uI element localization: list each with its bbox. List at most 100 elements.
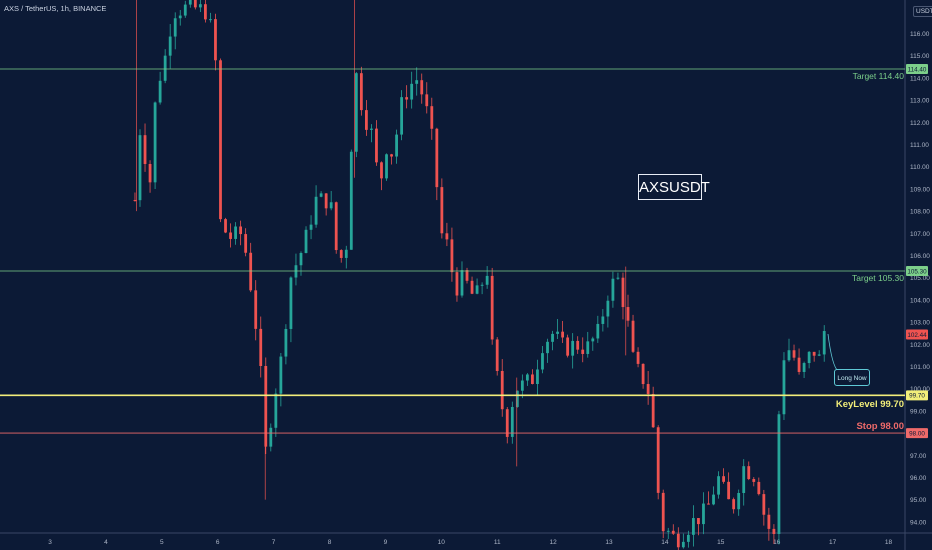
- candle-body: [777, 414, 781, 534]
- symbol-header: AXS / TetherUS, 1h, BINANCE: [4, 4, 107, 13]
- candle-body: [480, 284, 484, 286]
- y-tick-label: 101.00: [910, 364, 930, 371]
- candle-body: [747, 466, 751, 480]
- price-tag-text: 99.70: [909, 393, 925, 400]
- x-tick-label: 15: [717, 539, 725, 546]
- candle-body: [143, 135, 147, 165]
- candle-body: [219, 60, 222, 220]
- candle-body: [259, 328, 263, 367]
- x-tick-label: 13: [605, 539, 613, 546]
- x-tick-label: 7: [272, 539, 276, 546]
- candle-body: [495, 339, 499, 371]
- candle-body: [178, 15, 182, 19]
- candle-body: [681, 541, 685, 548]
- candle-body: [249, 252, 253, 291]
- candle-body: [712, 494, 715, 505]
- candle-body: [445, 233, 449, 240]
- candle-body: [707, 503, 710, 505]
- candle-body: [204, 4, 207, 20]
- y-tick-label: 95.00: [910, 497, 927, 504]
- candle-body: [229, 232, 232, 239]
- candle-body: [566, 337, 570, 356]
- candle-body: [344, 249, 348, 258]
- candle-body: [329, 202, 333, 209]
- candle-body: [782, 360, 786, 415]
- candle-body: [546, 341, 549, 354]
- candle-body: [606, 300, 610, 317]
- candle-body: [737, 492, 741, 510]
- candle-body: [505, 409, 509, 437]
- price-tag-text: 102.44: [907, 332, 927, 339]
- y-tick-label: 109.00: [910, 186, 930, 193]
- candle-body: [153, 102, 157, 183]
- candle-body: [455, 272, 459, 296]
- candle-body: [671, 530, 675, 534]
- candle-body: [722, 476, 725, 482]
- candle-body: [339, 250, 343, 258]
- chart-title-box: AXSUSDT: [638, 174, 710, 200]
- candle-body: [359, 73, 363, 111]
- price-tag-bg: [906, 390, 928, 401]
- candle-body: [797, 357, 801, 372]
- x-tick-label: 8: [328, 539, 332, 546]
- callout-pointer: [827, 333, 839, 372]
- y-tick-label: 104.00: [910, 297, 930, 304]
- x-tick-label: 10: [438, 539, 446, 546]
- long-now-callout: Long Now: [834, 369, 870, 386]
- candle-body: [651, 393, 655, 428]
- candle-body: [576, 340, 580, 350]
- candle-body: [138, 135, 142, 201]
- candle-body: [561, 331, 565, 338]
- candle-body: [661, 492, 665, 532]
- candle-body: [490, 275, 494, 340]
- candle-body: [702, 503, 705, 525]
- y-tick-label: 111.00: [910, 142, 929, 149]
- candle-body: [415, 80, 419, 84]
- price-tag-text: 114.40: [908, 66, 927, 73]
- candle-body: [158, 80, 162, 103]
- candle-body: [209, 19, 212, 21]
- candle-body: [375, 128, 378, 163]
- candle-body: [732, 499, 736, 510]
- candle-body: [274, 393, 278, 428]
- y-tick-label: 106.00: [910, 253, 930, 260]
- candle-body: [822, 331, 826, 355]
- candle-body: [148, 164, 152, 183]
- price-tag-bg: [906, 64, 928, 74]
- candle-body: [656, 427, 660, 493]
- price-tag-bg: [906, 266, 928, 277]
- y-tick-label: 114.00: [910, 75, 930, 82]
- candle-body: [641, 363, 645, 385]
- candle-body: [697, 518, 700, 525]
- candle-body: [183, 4, 187, 16]
- candle-body: [334, 202, 338, 251]
- candle-body: [450, 239, 454, 273]
- x-tick-label: 6: [216, 539, 220, 546]
- candle-body: [168, 36, 172, 56]
- candle-body: [269, 427, 273, 447]
- candle-body: [520, 380, 524, 391]
- x-tick-label: 4: [104, 539, 108, 546]
- candles-group: [133, 0, 826, 550]
- y-tick-label: 110.00: [910, 164, 930, 171]
- y-tick-label: 99.00: [910, 408, 927, 415]
- candle-body: [289, 277, 293, 329]
- candle-body: [405, 97, 409, 100]
- y-tick-label: 108.00: [910, 209, 930, 216]
- candle-body: [224, 219, 227, 233]
- candle-body: [193, 0, 197, 8]
- candle-body: [742, 466, 746, 493]
- target-lower-label: Target 105.30: [852, 273, 904, 283]
- y-tick-label: 112.00: [910, 120, 930, 127]
- candle-body: [541, 353, 544, 370]
- x-tick-label: 3: [48, 539, 52, 546]
- candle-body: [626, 307, 630, 321]
- candle-body: [676, 533, 680, 548]
- candle-body: [390, 154, 393, 157]
- candle-body: [370, 128, 373, 130]
- candle-body: [536, 369, 539, 384]
- y-tick-label: 113.00: [910, 98, 930, 105]
- currency-badge[interactable]: USDT: [913, 6, 932, 17]
- candle-body: [279, 356, 283, 394]
